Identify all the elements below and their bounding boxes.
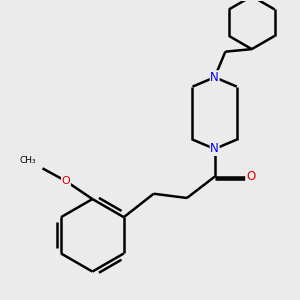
Text: CH₃: CH₃ — [20, 156, 36, 165]
Text: O: O — [61, 176, 70, 186]
Text: N: N — [210, 71, 219, 84]
Text: N: N — [210, 142, 219, 155]
Text: O: O — [246, 170, 255, 183]
